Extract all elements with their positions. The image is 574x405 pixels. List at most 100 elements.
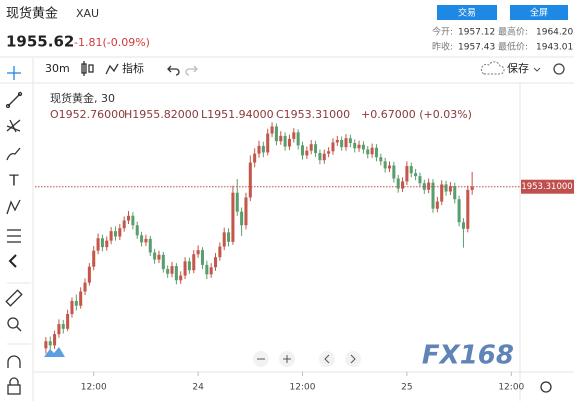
stat-value: 1957.12 [458,28,495,38]
indicator-icon[interactable] [105,63,119,75]
fullscreen-button[interactable] [510,5,568,20]
candle-body [401,181,405,189]
redo-button[interactable] [185,65,198,76]
candle-body [213,257,218,268]
candle-body [170,266,174,274]
brush-tool[interactable] [6,147,21,161]
candle-body [118,228,122,237]
candle-body [227,232,231,242]
x-tick-label: 12:00 [290,383,316,393]
candle-body [348,138,352,143]
candle-body [113,231,117,237]
candle-body [248,162,252,198]
undo-button[interactable] [167,65,180,76]
candle-body [318,153,322,161]
text-tool[interactable]: T [8,172,19,190]
back-tool[interactable] [8,254,17,268]
candle-body [148,238,152,253]
candle-body [200,250,204,265]
candle-body [422,183,426,190]
legend-high: H1955.82000 [124,108,199,121]
candle-body [92,250,96,267]
candle-body [187,261,191,271]
fib-tool[interactable] [6,119,21,133]
candle-body [96,238,100,251]
trendline-tool[interactable] [5,91,23,109]
candle-body [244,197,248,226]
candle-body [253,153,257,163]
candle-body [66,314,70,329]
zoom-controls[interactable] [253,351,361,367]
last-price-tag [521,179,574,194]
pattern-tool[interactable] [6,199,21,215]
candle-body [205,264,209,275]
ruler-tool[interactable] [5,289,23,307]
candle-body [370,147,374,155]
candle-body [431,182,435,209]
candle-body [309,144,313,151]
save-button[interactable]: 保存 [507,61,529,75]
candle-body [257,145,261,154]
candle-body [261,145,265,153]
candle-body [396,178,400,189]
stat-label: 昨收: [432,41,453,53]
interval-button[interactable]: 30m [45,62,70,75]
candle-body [414,173,418,177]
lock-tool[interactable] [7,377,21,395]
candle-body [366,149,370,155]
trade-button[interactable] [437,5,497,20]
candle-body [305,150,309,156]
candle-type-button[interactable] [81,61,94,76]
candle-body [53,334,57,346]
candle-body [266,133,270,153]
x-tick-label: 12:00 [81,383,107,393]
candle-body [405,166,409,182]
candle-body [470,186,474,190]
stat-value: 1957.43 [458,43,495,53]
candle-body [387,165,392,169]
candle-body [231,192,235,242]
candle-body [70,300,74,315]
candle-body [331,142,335,152]
magnet-tool[interactable] [7,355,21,368]
candle-body [105,240,109,248]
settings-button[interactable] [553,63,565,75]
candle-body [179,275,183,281]
indicator-button[interactable]: 指标 [122,61,144,75]
candle-body [340,140,344,148]
candle-body [344,138,348,148]
candle-body [144,238,148,243]
candle-body [218,246,222,258]
trade-button-label[interactable]: 交易 [458,7,476,19]
prediction-tool[interactable] [7,229,21,243]
zoom-tool[interactable] [7,317,22,332]
candle-body [135,225,139,236]
axis-settings[interactable] [540,381,552,393]
stat-label: 最高价: [498,26,528,38]
candle-body [192,254,196,271]
candle-body [300,145,305,156]
candle-body [61,324,65,329]
candle-body [379,157,383,162]
candle-body [283,135,287,147]
save-dropdown[interactable] [533,67,541,72]
candle-body [287,138,291,147]
candle-body [174,266,178,281]
candle-body [466,189,470,229]
stat-value: 1964.20 [536,28,573,38]
crosshair-tool[interactable] [7,66,21,80]
candle-body [392,165,396,179]
x-tick-label: 24 [192,383,204,393]
candle-body [44,341,48,349]
candle-body [100,238,104,248]
candle-body [48,341,52,346]
instrument-name: 现货黄金 [6,6,58,22]
candle-body [427,182,431,190]
fullscreen-button-label[interactable]: 全屏 [530,7,548,19]
instrument-symbol: XAU [76,7,99,20]
candle-body [322,153,326,161]
candle-body [83,282,87,292]
price-change: -1.81(-0.09%) [74,36,150,49]
candle-body [296,132,300,146]
cloud-icon[interactable] [480,61,505,75]
